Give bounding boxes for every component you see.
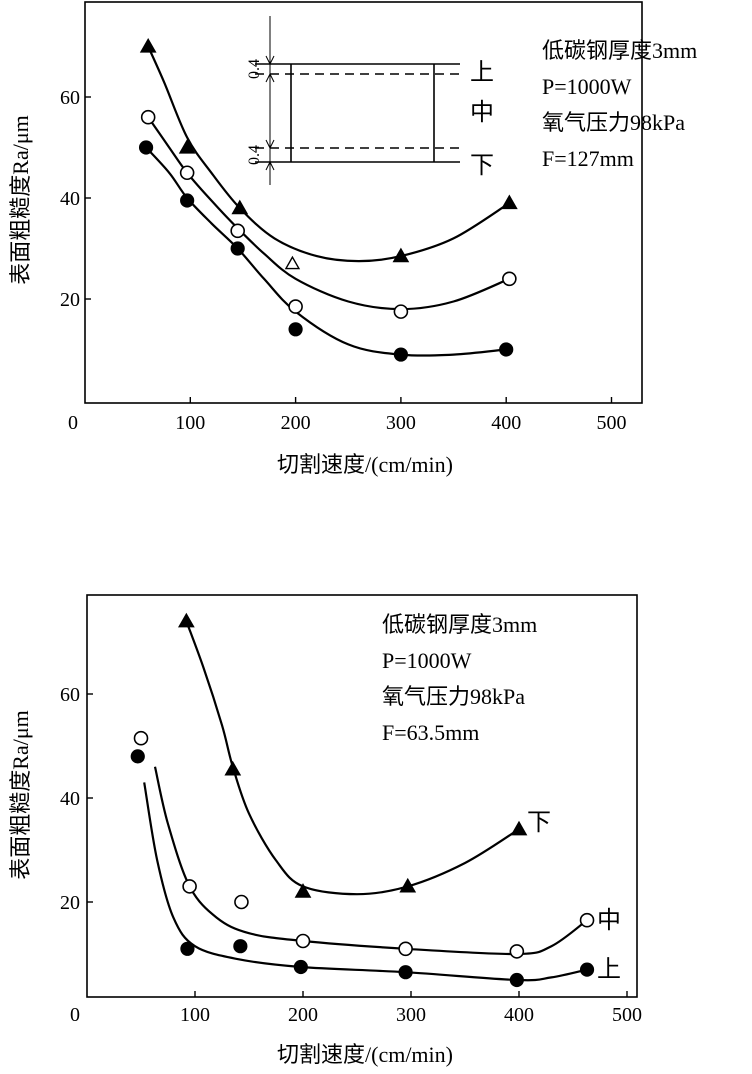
series-markers <box>138 37 518 362</box>
tick-labels: 0 100 200 300 400 500 20 40 60 <box>60 87 627 434</box>
inset-arrow-3 <box>265 139 275 150</box>
y-axis-label: 表面粗糙度Ra/μm <box>8 710 33 879</box>
data-point-filled-triangle <box>178 138 196 154</box>
series-markers <box>130 612 595 988</box>
data-point-filled-triangle <box>399 877 417 893</box>
data-point-filled-circle <box>499 342 514 357</box>
data-point-open-circle <box>182 879 197 894</box>
x-tick-label: 100 <box>175 412 205 434</box>
plot-frame <box>84 1 643 404</box>
note-line-2: P=1000W <box>542 74 632 99</box>
note-line-1: 低碳钢厚度3mm <box>542 38 697 63</box>
x-tick-label: 200 <box>288 1004 318 1026</box>
data-point-filled-circle <box>579 962 595 977</box>
data-point-open-triangle <box>284 255 301 270</box>
y-axis-label: 表面粗糙度Ra/μm <box>8 115 33 284</box>
note-line-4: F=63.5mm <box>382 720 479 745</box>
x-tick-label: 0 <box>68 412 78 434</box>
x-tick-label: 0 <box>70 1004 80 1026</box>
data-point-open-circle <box>288 299 303 314</box>
data-point-open-circle <box>140 109 156 125</box>
data-point-filled-circle <box>180 941 195 956</box>
x-tick-label: 200 <box>281 412 311 434</box>
x-tick-label: 300 <box>386 412 416 434</box>
note-line-1: 低碳钢厚度3mm <box>382 612 537 637</box>
y-tick-label: 60 <box>60 87 80 109</box>
inset-zone-upper: 上 <box>470 59 494 86</box>
data-point-filled-triangle <box>139 37 157 53</box>
data-point-filled-circle <box>509 972 524 988</box>
data-point-filled-circle <box>138 140 154 155</box>
axis-ticks <box>85 96 613 403</box>
chart-top: 0 100 200 300 400 500 20 40 60 切割速度/(cm/min) 表面粗… <box>8 1 697 477</box>
series-curve-2 <box>143 782 588 982</box>
x-tick-label: 400 <box>504 1004 534 1026</box>
series-curve-0 <box>147 46 510 263</box>
series-label-lower: 下 <box>527 810 551 836</box>
x-tick-label: 500 <box>612 1004 642 1026</box>
y-tick-label: 60 <box>60 684 80 706</box>
series-curve-1 <box>153 766 588 956</box>
x-tick-label: 100 <box>180 1004 210 1026</box>
data-point-filled-circle <box>288 322 303 337</box>
chart-bottom: 0 100 200 300 400 500 20 40 60 切割速度/(cm/min) 表面粗… <box>8 594 642 1067</box>
axis-ticks <box>87 693 628 997</box>
x-tick-label: 400 <box>491 412 521 434</box>
inset-arrow-2 <box>265 72 275 83</box>
x-tick-label: 300 <box>396 1004 426 1026</box>
y-tick-label: 20 <box>60 892 80 914</box>
inset-thickness-upper: 0.4 <box>246 59 263 79</box>
data-point-open-circle <box>579 912 595 928</box>
data-point-filled-triangle <box>294 883 312 898</box>
data-point-filled-triangle <box>392 247 410 263</box>
note-line-2: P=1000W <box>382 648 472 673</box>
data-point-open-circle <box>509 944 525 959</box>
data-point-filled-circle <box>398 965 413 980</box>
data-point-filled-triangle <box>231 199 249 215</box>
cross-section-inset: 0.4 0.4 上 中 下 <box>246 16 494 185</box>
inset-thickness-lower: 0.4 <box>246 145 263 165</box>
y-tick-label: 40 <box>60 788 80 810</box>
data-point-filled-triangle <box>500 194 518 210</box>
plot-frame <box>86 594 638 998</box>
data-point-open-circle <box>398 941 413 957</box>
data-point-open-circle <box>179 165 195 181</box>
series-curve-2 <box>145 146 507 357</box>
inset-zone-lower: 下 <box>470 153 494 179</box>
data-point-open-circle <box>393 304 409 319</box>
data-point-open-circle <box>502 271 517 287</box>
note-line-3: 氧气压力98kPa <box>382 684 525 709</box>
data-point-filled-triangle <box>510 820 528 836</box>
note-line-4: F=127mm <box>542 146 634 171</box>
data-point-filled-circle <box>233 939 248 954</box>
y-tick-label: 20 <box>60 289 80 311</box>
inset-zone-middle: 中 <box>470 99 494 126</box>
note-line-3: 氧气压力98kPa <box>542 110 685 135</box>
data-point-filled-triangle <box>224 760 242 776</box>
series-curve-1 <box>147 116 510 311</box>
inset-arrow-4 <box>265 160 275 171</box>
inset-arrow-1 <box>265 55 275 66</box>
data-point-open-circle <box>230 223 245 239</box>
series-curves <box>145 46 510 357</box>
data-point-filled-circle <box>130 749 145 764</box>
data-point-open-circle <box>133 730 149 746</box>
tick-labels: 0 100 200 300 400 500 20 40 60 <box>60 684 642 1026</box>
data-point-filled-circle <box>293 959 308 975</box>
series-label-middle: 中 <box>597 907 621 934</box>
data-point-filled-circle <box>393 347 408 362</box>
data-point-filled-circle <box>180 193 195 208</box>
x-tick-label: 500 <box>597 412 627 434</box>
x-axis-label: 切割速度/(cm/min) <box>277 452 453 477</box>
data-point-filled-circle <box>230 241 245 256</box>
data-point-open-circle <box>234 894 249 910</box>
y-tick-label: 40 <box>60 188 80 210</box>
series-label-upper: 上 <box>597 956 621 983</box>
series-curves <box>143 620 588 982</box>
data-point-filled-triangle <box>177 612 195 628</box>
data-point-open-circle <box>295 933 311 949</box>
x-axis-label: 切割速度/(cm/min) <box>277 1042 453 1067</box>
series-curve-0 <box>185 620 520 896</box>
